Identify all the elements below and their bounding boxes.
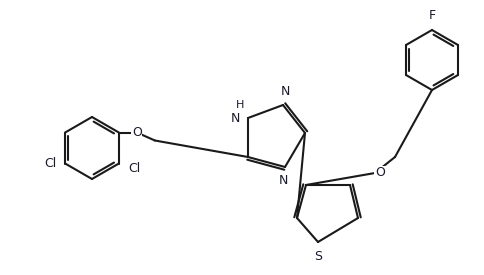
Text: S: S: [314, 250, 322, 263]
Text: O: O: [375, 166, 385, 180]
Text: Cl: Cl: [128, 162, 140, 175]
Text: N: N: [280, 85, 290, 98]
Text: N: N: [278, 174, 287, 187]
Text: N: N: [230, 111, 240, 125]
Text: H: H: [236, 100, 244, 110]
Text: Cl: Cl: [44, 157, 56, 170]
Text: F: F: [428, 9, 436, 22]
Text: O: O: [132, 126, 142, 139]
